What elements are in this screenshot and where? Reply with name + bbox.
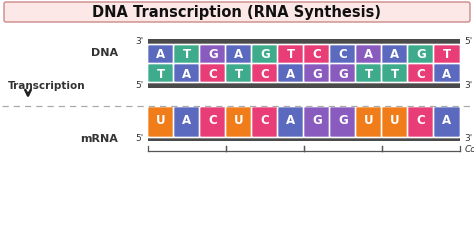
Text: Transcription: Transcription <box>8 81 86 91</box>
Text: U: U <box>364 115 374 127</box>
Text: 3': 3' <box>136 37 144 46</box>
FancyBboxPatch shape <box>226 63 253 83</box>
Bar <box>148 83 460 88</box>
FancyBboxPatch shape <box>329 44 356 66</box>
FancyBboxPatch shape <box>226 44 253 66</box>
FancyBboxPatch shape <box>277 44 304 66</box>
Text: G: G <box>416 48 426 61</box>
FancyBboxPatch shape <box>356 63 383 83</box>
FancyBboxPatch shape <box>356 106 383 137</box>
FancyBboxPatch shape <box>147 63 174 83</box>
FancyBboxPatch shape <box>277 63 304 83</box>
FancyBboxPatch shape <box>173 44 201 66</box>
Text: T: T <box>183 48 191 61</box>
Text: A: A <box>182 115 191 127</box>
Text: T: T <box>157 67 165 81</box>
FancyBboxPatch shape <box>147 44 174 66</box>
FancyBboxPatch shape <box>303 63 330 83</box>
FancyBboxPatch shape <box>408 44 435 66</box>
Text: C: C <box>338 48 347 61</box>
FancyBboxPatch shape <box>408 106 435 137</box>
Text: A: A <box>235 48 244 61</box>
FancyBboxPatch shape <box>303 44 330 66</box>
Text: DNA Transcription (RNA Synthesis): DNA Transcription (RNA Synthesis) <box>92 4 382 20</box>
Text: 3': 3' <box>464 81 472 90</box>
Text: C: C <box>209 115 218 127</box>
Text: T: T <box>443 48 451 61</box>
FancyBboxPatch shape <box>4 2 470 22</box>
Text: C: C <box>313 48 321 61</box>
FancyBboxPatch shape <box>252 106 279 137</box>
FancyBboxPatch shape <box>200 106 227 137</box>
Text: G: G <box>338 115 348 127</box>
Bar <box>148 39 460 44</box>
FancyBboxPatch shape <box>434 44 461 66</box>
FancyBboxPatch shape <box>200 44 227 66</box>
Text: U: U <box>234 115 244 127</box>
Text: C: C <box>261 115 269 127</box>
Text: A: A <box>365 48 374 61</box>
FancyBboxPatch shape <box>329 106 356 137</box>
FancyBboxPatch shape <box>252 63 279 83</box>
Text: 5': 5' <box>464 37 472 46</box>
FancyBboxPatch shape <box>147 106 174 137</box>
FancyBboxPatch shape <box>329 63 356 83</box>
Text: 5': 5' <box>136 134 144 143</box>
Text: T: T <box>235 67 243 81</box>
Text: C: C <box>209 67 218 81</box>
FancyBboxPatch shape <box>200 63 227 83</box>
FancyBboxPatch shape <box>408 63 435 83</box>
FancyBboxPatch shape <box>252 44 279 66</box>
FancyBboxPatch shape <box>356 44 383 66</box>
Text: 3': 3' <box>464 134 472 143</box>
Text: T: T <box>365 67 373 81</box>
Text: G: G <box>312 115 322 127</box>
FancyBboxPatch shape <box>382 106 409 137</box>
Text: A: A <box>442 67 452 81</box>
Text: T: T <box>287 48 295 61</box>
Text: Codons: Codons <box>465 146 474 155</box>
Text: A: A <box>286 67 296 81</box>
Text: C: C <box>417 67 425 81</box>
Text: A: A <box>156 48 165 61</box>
Text: C: C <box>417 115 425 127</box>
Bar <box>148 136 460 141</box>
Text: U: U <box>156 115 166 127</box>
Text: A: A <box>286 115 296 127</box>
FancyBboxPatch shape <box>173 63 201 83</box>
FancyBboxPatch shape <box>434 106 461 137</box>
Text: C: C <box>261 67 269 81</box>
FancyBboxPatch shape <box>226 106 253 137</box>
Text: G: G <box>208 48 218 61</box>
Text: G: G <box>260 48 270 61</box>
Text: 5': 5' <box>136 81 144 90</box>
Text: T: T <box>391 67 399 81</box>
FancyBboxPatch shape <box>277 106 304 137</box>
FancyBboxPatch shape <box>303 106 330 137</box>
Text: mRNA: mRNA <box>80 133 118 144</box>
Text: A: A <box>182 67 191 81</box>
FancyBboxPatch shape <box>173 106 201 137</box>
FancyBboxPatch shape <box>434 63 461 83</box>
FancyBboxPatch shape <box>382 44 409 66</box>
Text: DNA: DNA <box>91 48 118 58</box>
Text: G: G <box>312 67 322 81</box>
Text: A: A <box>442 115 452 127</box>
Text: U: U <box>390 115 400 127</box>
Text: G: G <box>338 67 348 81</box>
FancyBboxPatch shape <box>382 63 409 83</box>
Text: A: A <box>391 48 400 61</box>
